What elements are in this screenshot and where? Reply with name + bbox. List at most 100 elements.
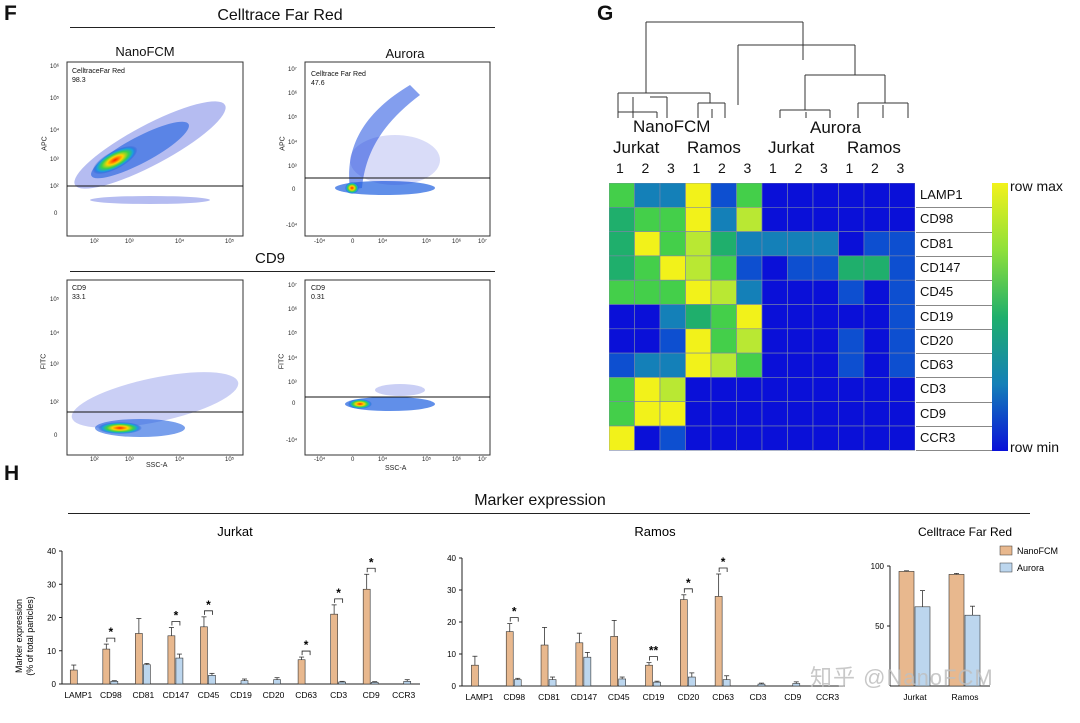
x-tick-label: CCR3 <box>392 690 415 700</box>
heatmap-cell-cd81-11 <box>863 231 890 257</box>
heatmap-cell-cd45-5 <box>710 279 737 305</box>
bar-nanofcm-cd147 <box>575 642 584 687</box>
heatmap-cell-cd81-8 <box>787 231 814 257</box>
x-tick-label: CD19 <box>643 692 665 702</box>
heatmap-cell-cd147-5 <box>710 255 737 281</box>
x-tick-label: CD9 <box>363 690 380 700</box>
heatmap-cell-ccr3-6 <box>736 425 763 451</box>
heatmap-row-label-cd3: CD3 <box>920 381 947 397</box>
heatmap-replicate-label: 3 <box>820 160 828 176</box>
heatmap-cell-lamp1-12 <box>889 183 915 208</box>
heatmap-cell-cd81-6 <box>736 231 763 257</box>
heatmap-cell-cd81-10 <box>838 231 865 257</box>
heatmap-replicate-label: 2 <box>871 160 879 176</box>
heatmap-cell-cd98-9 <box>812 206 839 232</box>
bar-nanofcm-cd81 <box>540 644 549 687</box>
heatmap-cell-lamp1-8 <box>787 183 814 208</box>
x-tick-label: Ramos <box>952 692 979 702</box>
heatmap-row-divider <box>916 377 996 379</box>
legend-label-nanofcm: NanoFCM <box>1017 546 1058 556</box>
bar-chart-jurkat: Jurkat 0 10 20 30 40 LAMP1 CD98 CD81 CD147 CD45 CD1… <box>47 524 420 700</box>
heatmap-row-divider <box>916 328 996 330</box>
bar-aurora-cd81 <box>143 664 151 685</box>
bar-aurora-ramos <box>964 614 981 687</box>
bar-nanofcm-cd98 <box>102 648 111 685</box>
heatmap-row-label-cd45: CD45 <box>920 284 954 300</box>
heatmap-cell-cd19-3 <box>659 304 686 330</box>
panel-letter-g: G <box>597 2 614 25</box>
significance-star: ** <box>649 644 659 658</box>
cd9-title-rule <box>70 271 495 272</box>
bar-chart-celltrace-far-red: Celltrace Far Red 50 100 Jurkat Ramos <box>871 525 1012 702</box>
heatmap-row-label-cd19: CD19 <box>920 308 954 324</box>
heatmap-cell-ramos-aurora: Ramos <box>847 138 901 157</box>
x-tick-label: CD81 <box>132 690 154 700</box>
heatmap-cell-cd45-10 <box>838 279 865 305</box>
heatmap-cell-cd3-5 <box>710 377 737 402</box>
heatmap-cell-ccr3-3 <box>659 425 686 451</box>
y-tick-label: 10 <box>447 650 456 659</box>
heatmap-cell-cd20-12 <box>889 328 915 354</box>
bar-aurora-cd20 <box>688 676 696 687</box>
chart-title: Jurkat <box>217 524 253 539</box>
heatmap-cell-ccr3-5 <box>710 425 737 451</box>
heatmap-row-label-cd147: CD147 <box>920 259 961 275</box>
heatmap-row-divider <box>916 353 996 355</box>
heatmap-cell-cd9-8 <box>787 401 814 427</box>
colorbar-min-label: row min <box>1010 439 1060 455</box>
x-tick-label: CD19 <box>230 690 252 700</box>
heatmap-cell-lamp1-1 <box>609 183 635 208</box>
heatmap-row-divider <box>916 207 996 209</box>
heatmap-cell-cd147-6 <box>736 255 763 281</box>
heatmap-cell-cd9-3 <box>659 401 686 427</box>
gate-label-plot3: CD9 33.1 <box>72 285 87 301</box>
heatmap-cell-cd45-12 <box>889 279 915 305</box>
heatmap-cell-lamp1-3 <box>659 183 686 208</box>
heatmap-cell-lamp1-9 <box>812 183 839 208</box>
plot4-ylabel: FITC <box>278 353 286 370</box>
heatmap-cell-lamp1-2 <box>634 183 661 208</box>
plot3-xlabel: SSC-A <box>146 462 168 469</box>
x-tick-label: CCR3 <box>816 692 839 702</box>
bar-chart-ramos: Ramos 0 10 20 30 40 LAMP1 CD98 CD81 CD147 CD45 CD19… <box>447 524 845 702</box>
aurora-plot-title: Aurora <box>385 46 425 61</box>
significance-bracket <box>171 621 181 626</box>
heatmap-cell-cd9-7 <box>761 401 788 427</box>
heatmap-cell-cd81-7 <box>761 231 788 257</box>
legend-label-aurora: Aurora <box>1017 563 1044 573</box>
heatmap-replicate-label: 3 <box>667 160 675 176</box>
bar-aurora-cd9 <box>370 682 379 685</box>
heatmap-cell-cd81-3 <box>659 231 686 257</box>
celltrace-legend: NanoFCM Aurora <box>999 545 1058 573</box>
y-tick-label: 100 <box>871 562 885 571</box>
heatmap-cell-cd3-12 <box>889 377 915 402</box>
heatmap-cell-cd63-10 <box>838 352 865 378</box>
bar-nanofcm-cd3 <box>330 613 338 685</box>
x-tick-label: CD63 <box>295 690 317 700</box>
marker-expression-rule <box>68 513 1030 514</box>
heatmap-row-divider <box>916 280 996 282</box>
heatmap-cell-lamp1-4 <box>685 183 712 208</box>
heatmap-row-label-ccr3: CCR3 <box>920 430 956 445</box>
heatmap-cell-cd63-3 <box>659 352 686 378</box>
heatmap-cell-lamp1-5 <box>710 183 737 208</box>
heatmap-cell-cd19-2 <box>634 304 661 330</box>
heatmap-cell-ccr3-9 <box>812 425 839 451</box>
significance-bracket <box>718 567 728 572</box>
heatmap-cell-cd19-8 <box>787 304 814 330</box>
watermark: 知乎 @NanoFCM <box>810 665 994 690</box>
bar-nanofcm-ramos <box>948 574 965 687</box>
heatmap-cell-cd63-8 <box>787 352 814 378</box>
heatmap-cell-cd98-8 <box>787 206 814 232</box>
cd9-section-title: CD9 <box>254 250 285 267</box>
bar-aurora-cd19 <box>653 681 661 687</box>
legend-swatch-aurora <box>999 562 1013 573</box>
heatmap-cell-cd19-9 <box>812 304 839 330</box>
heatmap-cell-cd19-6 <box>736 304 763 330</box>
significance-bracket <box>683 588 693 593</box>
x-tick-label: CD3 <box>330 690 347 700</box>
significance-star: * <box>721 555 726 569</box>
panel-letter-f: F <box>4 2 17 25</box>
heatmap-cell-cd3-7 <box>761 377 788 402</box>
heatmap-cell-ccr3-7 <box>761 425 788 451</box>
